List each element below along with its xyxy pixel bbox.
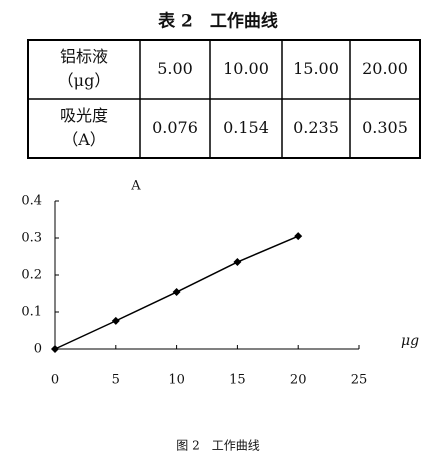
x-tick-label: 5: [112, 373, 120, 388]
table-cell: 10.00: [223, 59, 269, 78]
table-cell: 0.076: [152, 118, 198, 137]
marker: [111, 316, 120, 325]
x-tick-label: 10: [168, 373, 185, 388]
row-header: （A）: [62, 130, 106, 149]
table-cell: 20.00: [362, 59, 408, 78]
y-tick-label: 0: [34, 342, 42, 357]
table-cell: 5.00: [157, 59, 193, 78]
table-cell: 0.305: [362, 118, 408, 137]
caption: 图 2 工作曲线: [176, 439, 259, 453]
row-header: 吸光度: [60, 106, 108, 125]
table-cell: 0.235: [293, 118, 339, 137]
table: 铝标液 （μg） 5.00 10.00 15.00 20.00 吸光度 （A） 0.076 0.1…: [27, 39, 421, 159]
table-cell: 15.00: [293, 59, 339, 78]
x-tick-label: 25: [351, 373, 368, 388]
y-tick-label: 0.1: [21, 305, 42, 320]
marker: [294, 232, 303, 241]
table-cell: 0.154: [223, 118, 269, 137]
row-header: （μg）: [58, 71, 111, 90]
marker: [172, 288, 181, 297]
marker: [233, 258, 242, 267]
x-tick-label: 20: [290, 373, 307, 388]
x-tick-label: 0: [51, 373, 59, 388]
y-axis-label: A: [130, 179, 141, 194]
table-title: 表 2 工作曲线: [158, 11, 278, 32]
marker: [51, 345, 59, 353]
x-tick-label: 15: [229, 373, 246, 388]
x-axis-label: μg: [401, 333, 419, 349]
y-tick-label: 0.2: [21, 268, 42, 283]
chart: A μg 0 0.1 0.2 0.3 0.4 0 5 10 15 20 25: [21, 179, 419, 388]
row-header: 铝标液: [60, 47, 108, 66]
y-tick-label: 0.4: [21, 194, 42, 209]
y-tick-label: 0.3: [21, 231, 42, 246]
